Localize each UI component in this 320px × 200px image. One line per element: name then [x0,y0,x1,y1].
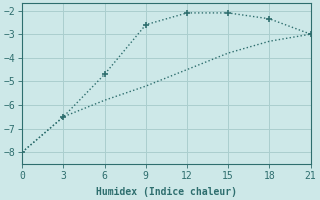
X-axis label: Humidex (Indice chaleur): Humidex (Indice chaleur) [96,186,237,197]
